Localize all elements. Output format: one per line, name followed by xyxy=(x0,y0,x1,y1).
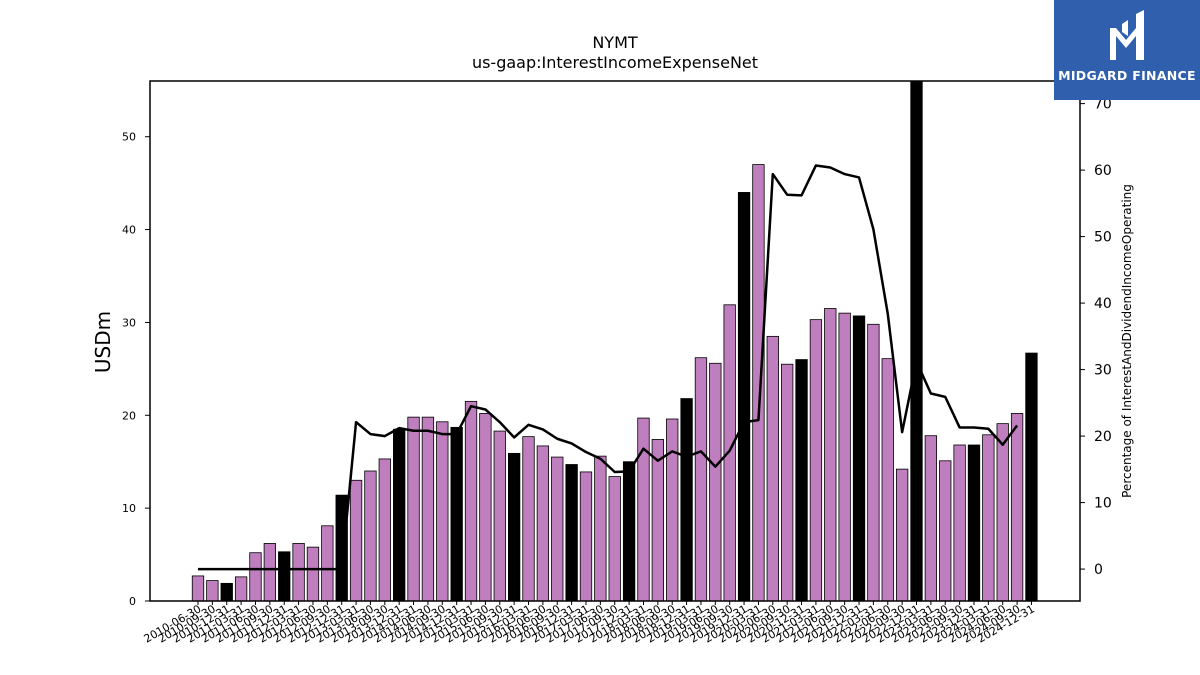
brand-name: MIDGARD FINANCE xyxy=(1058,68,1196,83)
bar-series xyxy=(191,80,1038,602)
chart-subtitle: us-gaap:InterestIncomeExpenseNet xyxy=(472,53,758,72)
bar-2012-12-31 xyxy=(335,494,348,602)
bar-2019-06-30 xyxy=(709,362,722,602)
bar-2014-12-31 xyxy=(450,426,463,602)
bar-2010-09-30 xyxy=(206,580,219,602)
y-tick-label-0: 0 xyxy=(129,595,136,608)
bar-2023-03-31 xyxy=(924,435,938,602)
bar-2012-03-31 xyxy=(292,543,305,602)
bar-2022-09-30 xyxy=(895,468,909,602)
y2-tick-label-10: 10 xyxy=(1094,496,1112,512)
bar-2016-03-31 xyxy=(522,436,535,602)
bar-2018-06-30 xyxy=(651,439,664,602)
bar-2011-09-30 xyxy=(263,543,277,602)
logo-mark-icon xyxy=(1110,10,1144,60)
bar-2024-06-30 xyxy=(996,423,1009,602)
bar-2011-12-31 xyxy=(278,551,291,602)
bar-2021-12-31 xyxy=(852,315,866,602)
bar-2021-03-31 xyxy=(809,319,823,602)
bar-2013-03-31 xyxy=(349,479,363,602)
bar-2023-12-31 xyxy=(967,444,981,602)
y2-tick-label-50: 50 xyxy=(1094,230,1112,246)
bar-2019-12-31 xyxy=(737,192,751,602)
y-tick-label-30: 30 xyxy=(122,316,136,329)
bar-2020-03-31 xyxy=(752,164,765,602)
y-tick-label-20: 20 xyxy=(122,409,136,422)
bar-2022-12-31 xyxy=(910,80,923,602)
bar-2023-09-30 xyxy=(953,444,966,602)
y-axis-right: 0 10 20 30 40 50 60 70 xyxy=(1080,97,1112,578)
bar-2016-12-31 xyxy=(565,464,578,602)
bar-2022-06-30 xyxy=(881,358,894,602)
bar-2014-06-30 xyxy=(421,416,435,602)
chart-title: NYMT xyxy=(592,33,638,52)
bar-2021-09-30 xyxy=(838,312,851,602)
bar-2015-03-31 xyxy=(464,400,478,602)
bar-2020-09-30 xyxy=(781,363,794,602)
bar-2017-06-30 xyxy=(594,455,607,602)
brand-logo: MIDGARD FINANCE xyxy=(1054,0,1200,100)
bar-2022-03-31 xyxy=(867,323,880,602)
bar-2018-12-31 xyxy=(680,398,693,602)
bar-2016-09-30 xyxy=(551,456,564,602)
bar-2010-12-31 xyxy=(220,582,233,602)
bar-2015-09-30 xyxy=(493,430,506,602)
y-tick-label-10: 10 xyxy=(122,502,136,515)
bar-2024-12-31 xyxy=(1025,352,1038,602)
bar-2017-12-31 xyxy=(622,461,636,602)
bar-2013-12-31 xyxy=(393,428,406,602)
bar-2018-09-30 xyxy=(666,418,679,602)
bar-2020-12-31 xyxy=(795,359,808,602)
y2-tick-label-20: 20 xyxy=(1094,429,1112,445)
y-tick-label-40: 40 xyxy=(122,224,136,237)
bar-2011-06-30 xyxy=(249,552,262,602)
ratio-line xyxy=(198,164,1019,571)
bar-2020-06-30 xyxy=(766,335,779,602)
bar-2019-09-30 xyxy=(723,304,736,602)
bar-2012-09-30 xyxy=(321,525,334,602)
y-tick-label-50: 50 xyxy=(122,131,136,144)
y-axis-left: 0 10 20 30 40 50 xyxy=(122,131,150,608)
y2-tick-label-60: 60 xyxy=(1094,163,1112,179)
bar-2013-06-30 xyxy=(364,470,377,602)
bar-2017-09-30 xyxy=(608,476,621,602)
bar-2015-12-31 xyxy=(507,452,521,602)
y-axis-label-right: Percentage of InterestAndDividendIncomeO… xyxy=(1120,184,1134,498)
bar-2024-03-31 xyxy=(982,434,995,602)
bar-2014-09-30 xyxy=(436,421,449,602)
x-axis: 2010-06-302010-09-302010-12-312011-03-31… xyxy=(142,601,1037,646)
y2-tick-label-40: 40 xyxy=(1094,296,1112,312)
bar-2014-03-31 xyxy=(407,416,420,602)
line-series xyxy=(198,164,1019,571)
bar-2018-03-31 xyxy=(637,417,650,602)
bar-2017-03-31 xyxy=(579,471,593,602)
bar-2024-09-30 xyxy=(1010,413,1024,602)
bar-2019-03-31 xyxy=(694,357,708,602)
bar-2015-06-30 xyxy=(479,413,492,602)
y2-tick-label-30: 30 xyxy=(1094,363,1112,379)
bar-2016-06-30 xyxy=(536,445,550,602)
y2-tick-label-70: 70 xyxy=(1094,97,1112,113)
bar-2021-06-30 xyxy=(824,308,837,602)
y-axis-label: USDm xyxy=(91,311,115,373)
bar-2010-06-30 xyxy=(191,575,205,602)
bar-2012-06-30 xyxy=(306,546,320,602)
bar-2013-09-30 xyxy=(378,458,391,602)
bar-2023-06-30 xyxy=(939,460,952,602)
bar-2011-03-31 xyxy=(234,576,248,602)
y2-tick-label-0: 0 xyxy=(1094,562,1103,578)
